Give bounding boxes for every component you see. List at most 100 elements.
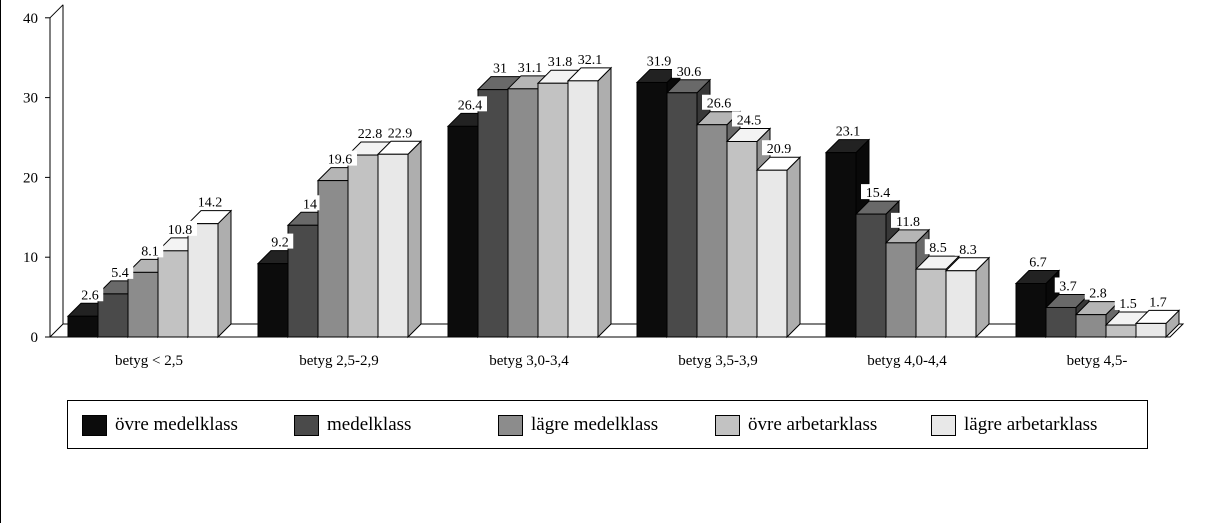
legend-item: lägre medelklass xyxy=(498,413,658,437)
bar-front xyxy=(377,153,409,338)
bar-front xyxy=(257,263,289,338)
bar-side xyxy=(597,66,612,339)
x-category-label: betyg 2,5-2,9 xyxy=(299,353,379,369)
legend-label: övre medelklass xyxy=(115,414,238,435)
data-label: 11.8 xyxy=(896,215,920,230)
data-label: 31 xyxy=(493,62,507,77)
data-label-bg xyxy=(513,58,547,74)
data-label-bg xyxy=(1144,293,1172,309)
y-tick-label: 40 xyxy=(23,11,38,27)
legend-label: medelklass xyxy=(327,414,412,435)
legend-item: medelklass xyxy=(294,413,411,437)
data-label-bg xyxy=(861,184,895,200)
bar-front xyxy=(696,124,728,338)
data-label: 31.1 xyxy=(518,61,543,76)
bar xyxy=(755,156,802,339)
bar-front xyxy=(855,213,887,338)
data-label: 6.7 xyxy=(1029,256,1047,271)
bar-front xyxy=(507,88,539,338)
legend-swatch xyxy=(931,414,956,436)
bar-side xyxy=(217,209,232,339)
bar-front xyxy=(636,81,668,338)
bar-front xyxy=(1015,283,1047,338)
data-label-bg xyxy=(453,96,487,112)
data-label: 8.1 xyxy=(141,244,159,259)
data-label-bg xyxy=(383,124,417,140)
data-label: 2.6 xyxy=(81,288,99,303)
data-label: 8.3 xyxy=(959,243,977,258)
bar-front xyxy=(447,125,479,338)
x-category-label: betyg < 2,5 xyxy=(115,353,183,369)
data-label: 15.4 xyxy=(866,186,891,201)
data-label-bg xyxy=(831,122,865,138)
data-label: 14.2 xyxy=(198,196,223,211)
bar-front xyxy=(537,82,569,338)
data-label: 31.8 xyxy=(548,55,573,70)
data-label-bg xyxy=(163,220,197,236)
data-label-bg xyxy=(954,240,982,256)
data-label: 10.8 xyxy=(168,223,193,238)
data-label: 19.6 xyxy=(328,153,353,168)
bar-front xyxy=(885,242,917,338)
data-label: 26.4 xyxy=(458,98,483,113)
data-label-bg xyxy=(353,125,387,141)
legend-label: lägre arbetarklass xyxy=(964,414,1098,435)
data-label: 9.2 xyxy=(271,236,289,251)
y-axis-top xyxy=(49,4,64,19)
data-label-bg xyxy=(924,239,952,255)
legend-swatch xyxy=(498,414,523,436)
bar-front xyxy=(945,270,977,338)
data-label-bg xyxy=(1084,284,1112,300)
data-label-bg xyxy=(490,59,510,75)
data-label-bg xyxy=(300,195,320,211)
bar xyxy=(376,140,423,339)
bar-front xyxy=(157,250,189,338)
bar-front xyxy=(347,154,379,338)
bar-front xyxy=(666,92,698,338)
data-label-bg xyxy=(762,140,796,156)
x-category-label: betyg 3,5-3,9 xyxy=(678,353,758,369)
bar-front xyxy=(187,223,219,338)
legend-label: lägre medelklass xyxy=(531,414,659,435)
data-label-bg xyxy=(1114,295,1142,311)
data-label: 14 xyxy=(303,197,317,212)
data-label-bg xyxy=(1054,277,1082,293)
data-label: 26.6 xyxy=(707,97,732,112)
data-label-bg xyxy=(891,212,925,228)
y-tick-label: 30 xyxy=(23,91,38,107)
y-tick-label: 10 xyxy=(23,250,38,266)
data-label-bg xyxy=(672,62,706,78)
legend-label: övre arbetarklass xyxy=(748,414,878,435)
data-label-bg xyxy=(106,263,134,279)
data-label-bg xyxy=(193,193,227,209)
bar-front xyxy=(1135,322,1167,338)
legend-item: lägre arbetarklass xyxy=(931,413,1097,437)
bar xyxy=(566,66,613,339)
bar xyxy=(1134,309,1181,339)
data-label: 3.7 xyxy=(1059,279,1077,294)
x-category-label: betyg 4,0-4,4 xyxy=(867,353,947,369)
legend-item: övre medelklass xyxy=(82,413,238,437)
x-axis-floor xyxy=(48,323,1185,338)
data-label: 1.7 xyxy=(1149,295,1167,310)
x-category-label: betyg 4,5- xyxy=(1067,353,1128,369)
data-label-bg xyxy=(702,94,736,110)
bar-side xyxy=(975,256,990,339)
data-labels: 2.6 5.4 8.1 10.8 14.2 9.2 14 19.6 22.8 22.9 26.4 31… xyxy=(76,50,1172,312)
data-label-bg xyxy=(76,286,104,302)
data-label: 31.9 xyxy=(647,54,672,69)
bar-front xyxy=(1075,314,1107,338)
data-label: 22.9 xyxy=(388,126,413,141)
bar xyxy=(186,209,233,339)
data-label: 20.9 xyxy=(767,142,792,157)
data-label: 30.6 xyxy=(677,65,702,80)
bar-front xyxy=(1105,324,1137,338)
data-label-bg xyxy=(323,150,357,166)
y-tick-label: 20 xyxy=(23,170,38,186)
bar-front xyxy=(477,89,509,338)
data-label-bg xyxy=(732,111,766,127)
legend-item: övre arbetarklass xyxy=(715,413,877,437)
legend-swatch xyxy=(82,414,107,436)
bar-front xyxy=(1045,306,1077,338)
bar-front xyxy=(756,169,788,338)
